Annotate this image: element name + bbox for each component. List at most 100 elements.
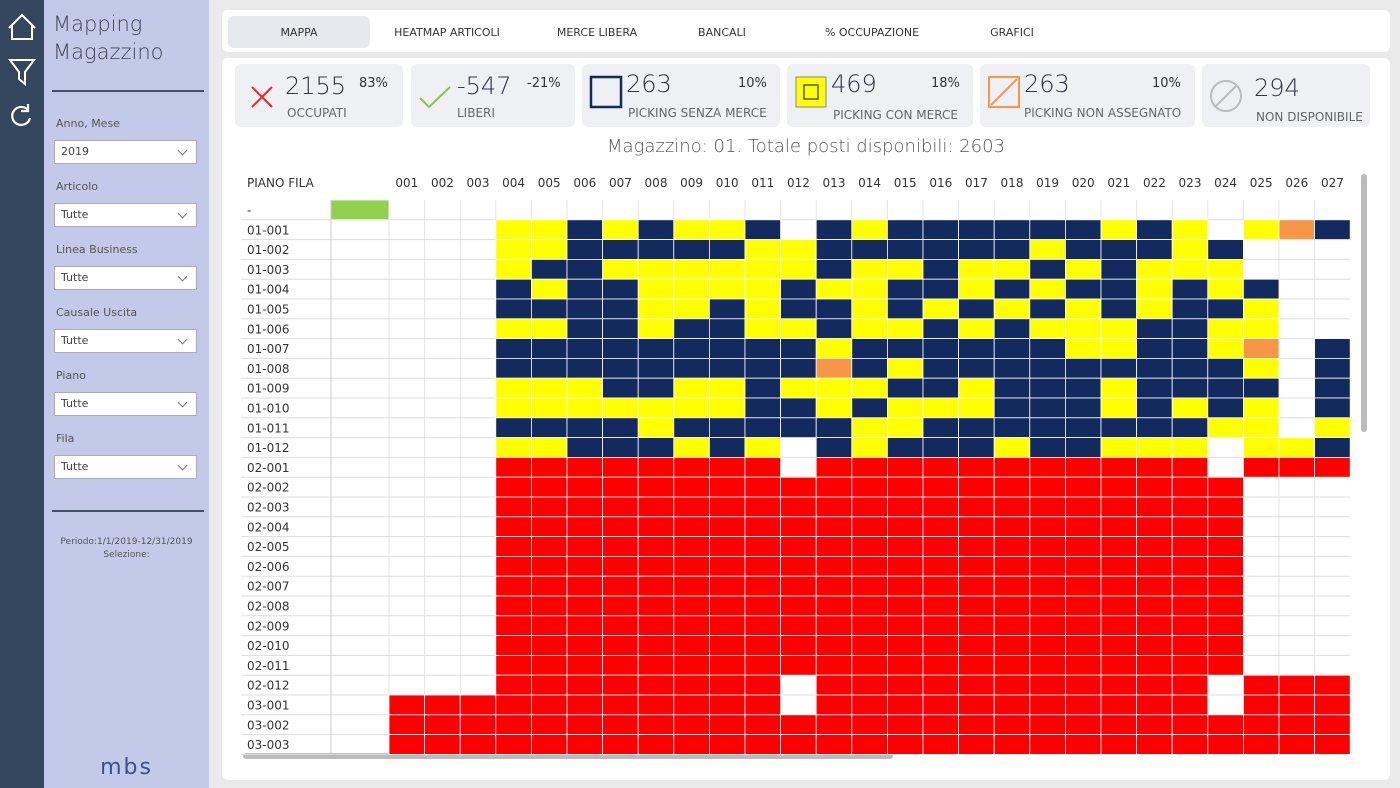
v-scrollbar[interactable] bbox=[1361, 174, 1367, 432]
kpi-label: PICKING SENZA MERCE bbox=[628, 106, 767, 120]
location-cell bbox=[709, 417, 746, 438]
location-cell bbox=[1029, 397, 1066, 419]
location-cell bbox=[1278, 694, 1315, 716]
tab[interactable]: MAPPA bbox=[228, 16, 370, 48]
location-cell bbox=[922, 714, 959, 735]
location-cell bbox=[1136, 516, 1173, 537]
location-cell bbox=[495, 595, 532, 617]
location-cell bbox=[1243, 417, 1280, 438]
location-cell bbox=[1136, 635, 1173, 656]
location-cell bbox=[887, 397, 924, 419]
location-cell bbox=[709, 575, 746, 597]
tab[interactable]: GRAFICI bbox=[990, 26, 1034, 39]
filter-dropdown[interactable]: Tutte bbox=[54, 203, 197, 227]
location-cell bbox=[531, 278, 568, 300]
location-cell bbox=[709, 655, 746, 676]
logo: mbs bbox=[100, 755, 153, 780]
location-cell bbox=[1171, 516, 1209, 537]
location-cell bbox=[851, 258, 888, 280]
location-cell bbox=[1100, 258, 1137, 280]
location-cell bbox=[1029, 357, 1066, 379]
location-cell bbox=[1029, 615, 1066, 636]
location-cell bbox=[993, 655, 1031, 676]
location-cell bbox=[744, 417, 781, 438]
location-cell bbox=[495, 318, 532, 339]
filter-icon[interactable] bbox=[8, 59, 36, 87]
filter-dropdown[interactable]: Tutte bbox=[54, 266, 197, 290]
location-cell bbox=[851, 496, 888, 518]
location-cell bbox=[709, 595, 746, 617]
filter-dropdown[interactable]: Tutte bbox=[54, 329, 197, 353]
row-label: 01-004 bbox=[247, 283, 290, 297]
location-cell bbox=[851, 734, 888, 755]
tab[interactable]: % OCCUPAZIONE bbox=[824, 26, 920, 39]
location-cell bbox=[1136, 278, 1173, 300]
location-cell bbox=[1029, 635, 1066, 656]
kpi-card: 294 NON DISPONIBILE bbox=[1202, 64, 1370, 127]
location-cell bbox=[566, 556, 603, 577]
location-cell bbox=[958, 397, 995, 419]
filter-dropdown[interactable]: Tutte bbox=[54, 392, 197, 416]
location-cell bbox=[495, 635, 532, 656]
location-cell bbox=[744, 219, 781, 241]
location-cell bbox=[637, 575, 675, 597]
location-cell bbox=[887, 258, 924, 280]
row-label: 02-005 bbox=[247, 540, 290, 554]
row-label: 02-007 bbox=[247, 580, 290, 594]
location-cell bbox=[780, 338, 817, 359]
column-header: 022 bbox=[1143, 176, 1166, 190]
location-cell bbox=[566, 437, 603, 458]
location-cell bbox=[958, 635, 995, 656]
location-cell bbox=[1314, 674, 1351, 696]
location-cell bbox=[887, 694, 924, 716]
location-cell bbox=[495, 258, 532, 280]
kpi-label: PICKING CON MERCE bbox=[833, 108, 958, 122]
filter-dropdown[interactable]: 2019 bbox=[54, 140, 197, 164]
location-cell bbox=[673, 377, 710, 399]
location-cell bbox=[744, 496, 781, 518]
location-cell bbox=[1278, 456, 1315, 478]
location-cell bbox=[1207, 239, 1244, 260]
location-cell bbox=[1171, 397, 1209, 419]
tab[interactable]: MERCE LIBERA bbox=[556, 26, 638, 39]
refresh-icon[interactable] bbox=[11, 104, 32, 127]
location-cell bbox=[566, 298, 603, 320]
location-cell bbox=[495, 338, 532, 359]
location-cell bbox=[744, 516, 781, 537]
column-header: 013 bbox=[823, 176, 846, 190]
location-cell bbox=[1029, 377, 1066, 399]
filter-dropdown[interactable]: Tutte bbox=[54, 455, 197, 479]
tab[interactable]: HEATMAP ARTICOLI bbox=[394, 26, 500, 39]
filter-label: Linea Business bbox=[56, 243, 138, 256]
location-cell bbox=[673, 318, 710, 339]
location-cell bbox=[566, 338, 603, 359]
location-cell bbox=[495, 615, 532, 636]
location-cell bbox=[780, 476, 817, 498]
location-cell bbox=[744, 298, 781, 320]
home-icon[interactable] bbox=[8, 13, 36, 40]
location-cell bbox=[815, 595, 853, 617]
location-cell bbox=[780, 556, 817, 577]
location-cell bbox=[495, 575, 532, 597]
location-cell bbox=[495, 694, 532, 716]
location-cell bbox=[744, 714, 781, 735]
location-cell bbox=[1136, 318, 1173, 339]
location-cell bbox=[744, 258, 781, 280]
location-cell bbox=[1243, 278, 1280, 300]
location-cell bbox=[673, 397, 710, 419]
location-cell bbox=[851, 377, 888, 399]
tab[interactable]: BANCALI bbox=[698, 26, 746, 39]
location-cell bbox=[1207, 575, 1244, 597]
location-cell bbox=[566, 694, 603, 716]
location-cell bbox=[993, 437, 1031, 458]
location-cell bbox=[531, 219, 568, 241]
location-cell bbox=[1207, 258, 1244, 280]
location-cell bbox=[993, 595, 1031, 617]
location-cell bbox=[1065, 694, 1102, 716]
location-cell bbox=[388, 714, 425, 735]
location-cell bbox=[887, 239, 924, 260]
location-cell bbox=[637, 615, 675, 636]
location-cell bbox=[602, 575, 639, 597]
location-cell bbox=[1171, 556, 1209, 577]
location-cell bbox=[851, 655, 888, 676]
